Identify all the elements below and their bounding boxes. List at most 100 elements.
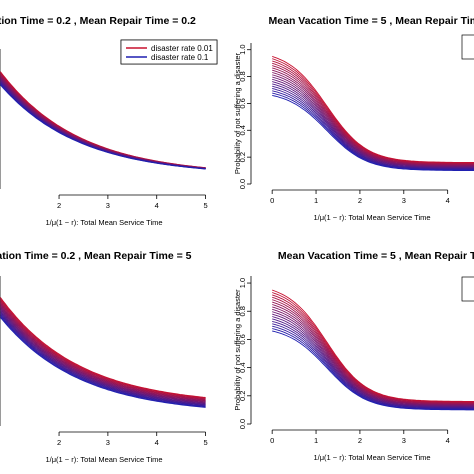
series-line-red-7 — [272, 304, 474, 405]
series-line-red-3 — [0, 72, 206, 169]
series-line-blue-13 — [0, 80, 206, 170]
x-tick-label: 2 — [57, 438, 61, 447]
series-line-red-1 — [0, 71, 206, 169]
y-tick-label: 0.0 — [238, 419, 247, 429]
legend-entry: disaster rate 0.1 — [151, 53, 209, 62]
series-line-red-2 — [0, 72, 206, 169]
series-line-blue-14 — [0, 312, 206, 406]
series-line-blue-11 — [0, 79, 206, 169]
series-line-red-8 — [272, 306, 474, 406]
x-tick-label: 4 — [155, 201, 159, 210]
chart-panel-4: Mean Vacation Time = 5 , Mean Repair Tim… — [233, 250, 474, 462]
x-tick-label: 4 — [446, 436, 450, 445]
series-line-blue-12 — [0, 80, 206, 169]
chart-title: Mean Vacation Time = 0.2 , Mean Repair T… — [0, 15, 196, 27]
series-line-red-8 — [0, 305, 206, 402]
series-line-red-6 — [0, 303, 206, 401]
chart-title: Mean Vacation Time = 5 , Mean Repair Tim… — [269, 15, 474, 27]
series-line-blue-15 — [0, 82, 206, 170]
x-axis-label: 1/μ(1 − r): Total Mean Service Time — [45, 218, 162, 227]
series-line-blue-10 — [272, 311, 474, 407]
legend-box — [461, 276, 474, 302]
series-line-blue-15 — [272, 88, 474, 170]
x-tick-label: 3 — [402, 436, 406, 445]
legend-entry: disaster rate 0.01 — [151, 44, 213, 53]
series-line-blue-12 — [0, 310, 206, 405]
x-tick-label: 3 — [106, 438, 110, 447]
x-tick-label: 4 — [155, 438, 159, 447]
series-line-red-8 — [0, 76, 206, 169]
series-line-blue-10 — [272, 76, 474, 168]
series-line-blue-15 — [272, 323, 474, 409]
series-line-red-9 — [272, 74, 474, 167]
series-line-red-4 — [272, 62, 474, 165]
series-line-blue-15 — [0, 313, 206, 407]
series-line-red-1 — [272, 289, 474, 402]
series-line-red-3 — [272, 294, 474, 403]
series-line-blue-14 — [272, 85, 474, 170]
x-tick-label: 2 — [358, 196, 362, 205]
series-line-blue-17 — [0, 83, 206, 170]
series-line-blue-11 — [272, 313, 474, 407]
y-tick-label: 1.0 — [238, 278, 247, 288]
x-tick-label: 5 — [203, 201, 207, 210]
series-line-red-5 — [0, 301, 206, 401]
series-line-red-5 — [0, 74, 206, 169]
series-line-red-1 — [272, 55, 474, 163]
series-line-red-6 — [272, 301, 474, 405]
x-tick-label: 3 — [106, 201, 110, 210]
x-tick-label: 1 — [314, 436, 318, 445]
x-tick-label: 3 — [402, 196, 406, 205]
chart-title: Mean Vacation Time = 5 , Mean Repair Tim… — [278, 250, 474, 262]
series-line-blue-17 — [272, 328, 474, 410]
series-line-red-3 — [272, 60, 474, 164]
series-line-red-9 — [0, 77, 206, 169]
y-tick-label: 0.8 — [238, 71, 247, 81]
series-line-blue-16 — [272, 325, 474, 410]
series-line-red-4 — [0, 300, 206, 400]
series-line-blue-16 — [0, 83, 206, 170]
y-tick-label: 1.0 — [238, 44, 247, 54]
series-line-blue-18 — [272, 94, 474, 171]
series-line-red-2 — [272, 292, 474, 403]
chart-panel-3: Mean Vacation Time = 0.2 , Mean Repair T… — [0, 39, 218, 464]
series-line-blue-17 — [0, 316, 206, 408]
series-line-blue-18 — [272, 330, 474, 411]
y-tick-label: 0.2 — [238, 152, 247, 162]
series-line-red-9 — [272, 308, 474, 406]
series-line-blue-16 — [272, 90, 474, 171]
series-line-blue-11 — [272, 78, 474, 168]
x-tick-label: 0 — [270, 196, 274, 205]
legend-box — [120, 39, 218, 65]
series-line-red-7 — [0, 304, 206, 402]
series-line-blue-18 — [0, 84, 206, 170]
series-line-blue-10 — [0, 307, 206, 404]
series-line-blue-13 — [272, 83, 474, 169]
y-tick-label: 0.0 — [238, 179, 247, 189]
series-line-red-5 — [272, 299, 474, 404]
chart-title: Mean Vacation Time = 0.2 , Mean Repair T… — [0, 250, 192, 262]
series-line-blue-16 — [0, 314, 206, 407]
series-line-red-3 — [0, 299, 206, 400]
chart-panel-2: Mean Vacation Time = 5 , Mean Repair Tim… — [233, 15, 474, 222]
x-tick-label: 4 — [446, 196, 450, 205]
y-tick-label: 0.6 — [238, 98, 247, 108]
x-tick-label: 0 — [270, 436, 274, 445]
x-axis-label: 1/μ(1 − r): Total Mean Service Time — [45, 455, 162, 464]
x-tick-label: 5 — [203, 438, 207, 447]
legend-box — [461, 34, 474, 60]
series-line-red-7 — [272, 69, 474, 166]
series-line-red-7 — [0, 76, 206, 169]
y-axis-label: Probability of not suffering a disaster — [233, 289, 242, 411]
series-line-red-5 — [272, 65, 474, 165]
x-tick-label: 2 — [358, 436, 362, 445]
series-line-red-4 — [272, 296, 474, 404]
x-tick-label: 2 — [57, 201, 61, 210]
series-line-red-4 — [0, 73, 206, 169]
y-tick-label: 0.4 — [238, 362, 247, 372]
series-line-red-6 — [272, 67, 474, 166]
series-line-blue-12 — [272, 316, 474, 408]
y-axis-label: Probability of not suffering a disaster — [233, 52, 242, 174]
series-line-red-1 — [0, 297, 206, 398]
